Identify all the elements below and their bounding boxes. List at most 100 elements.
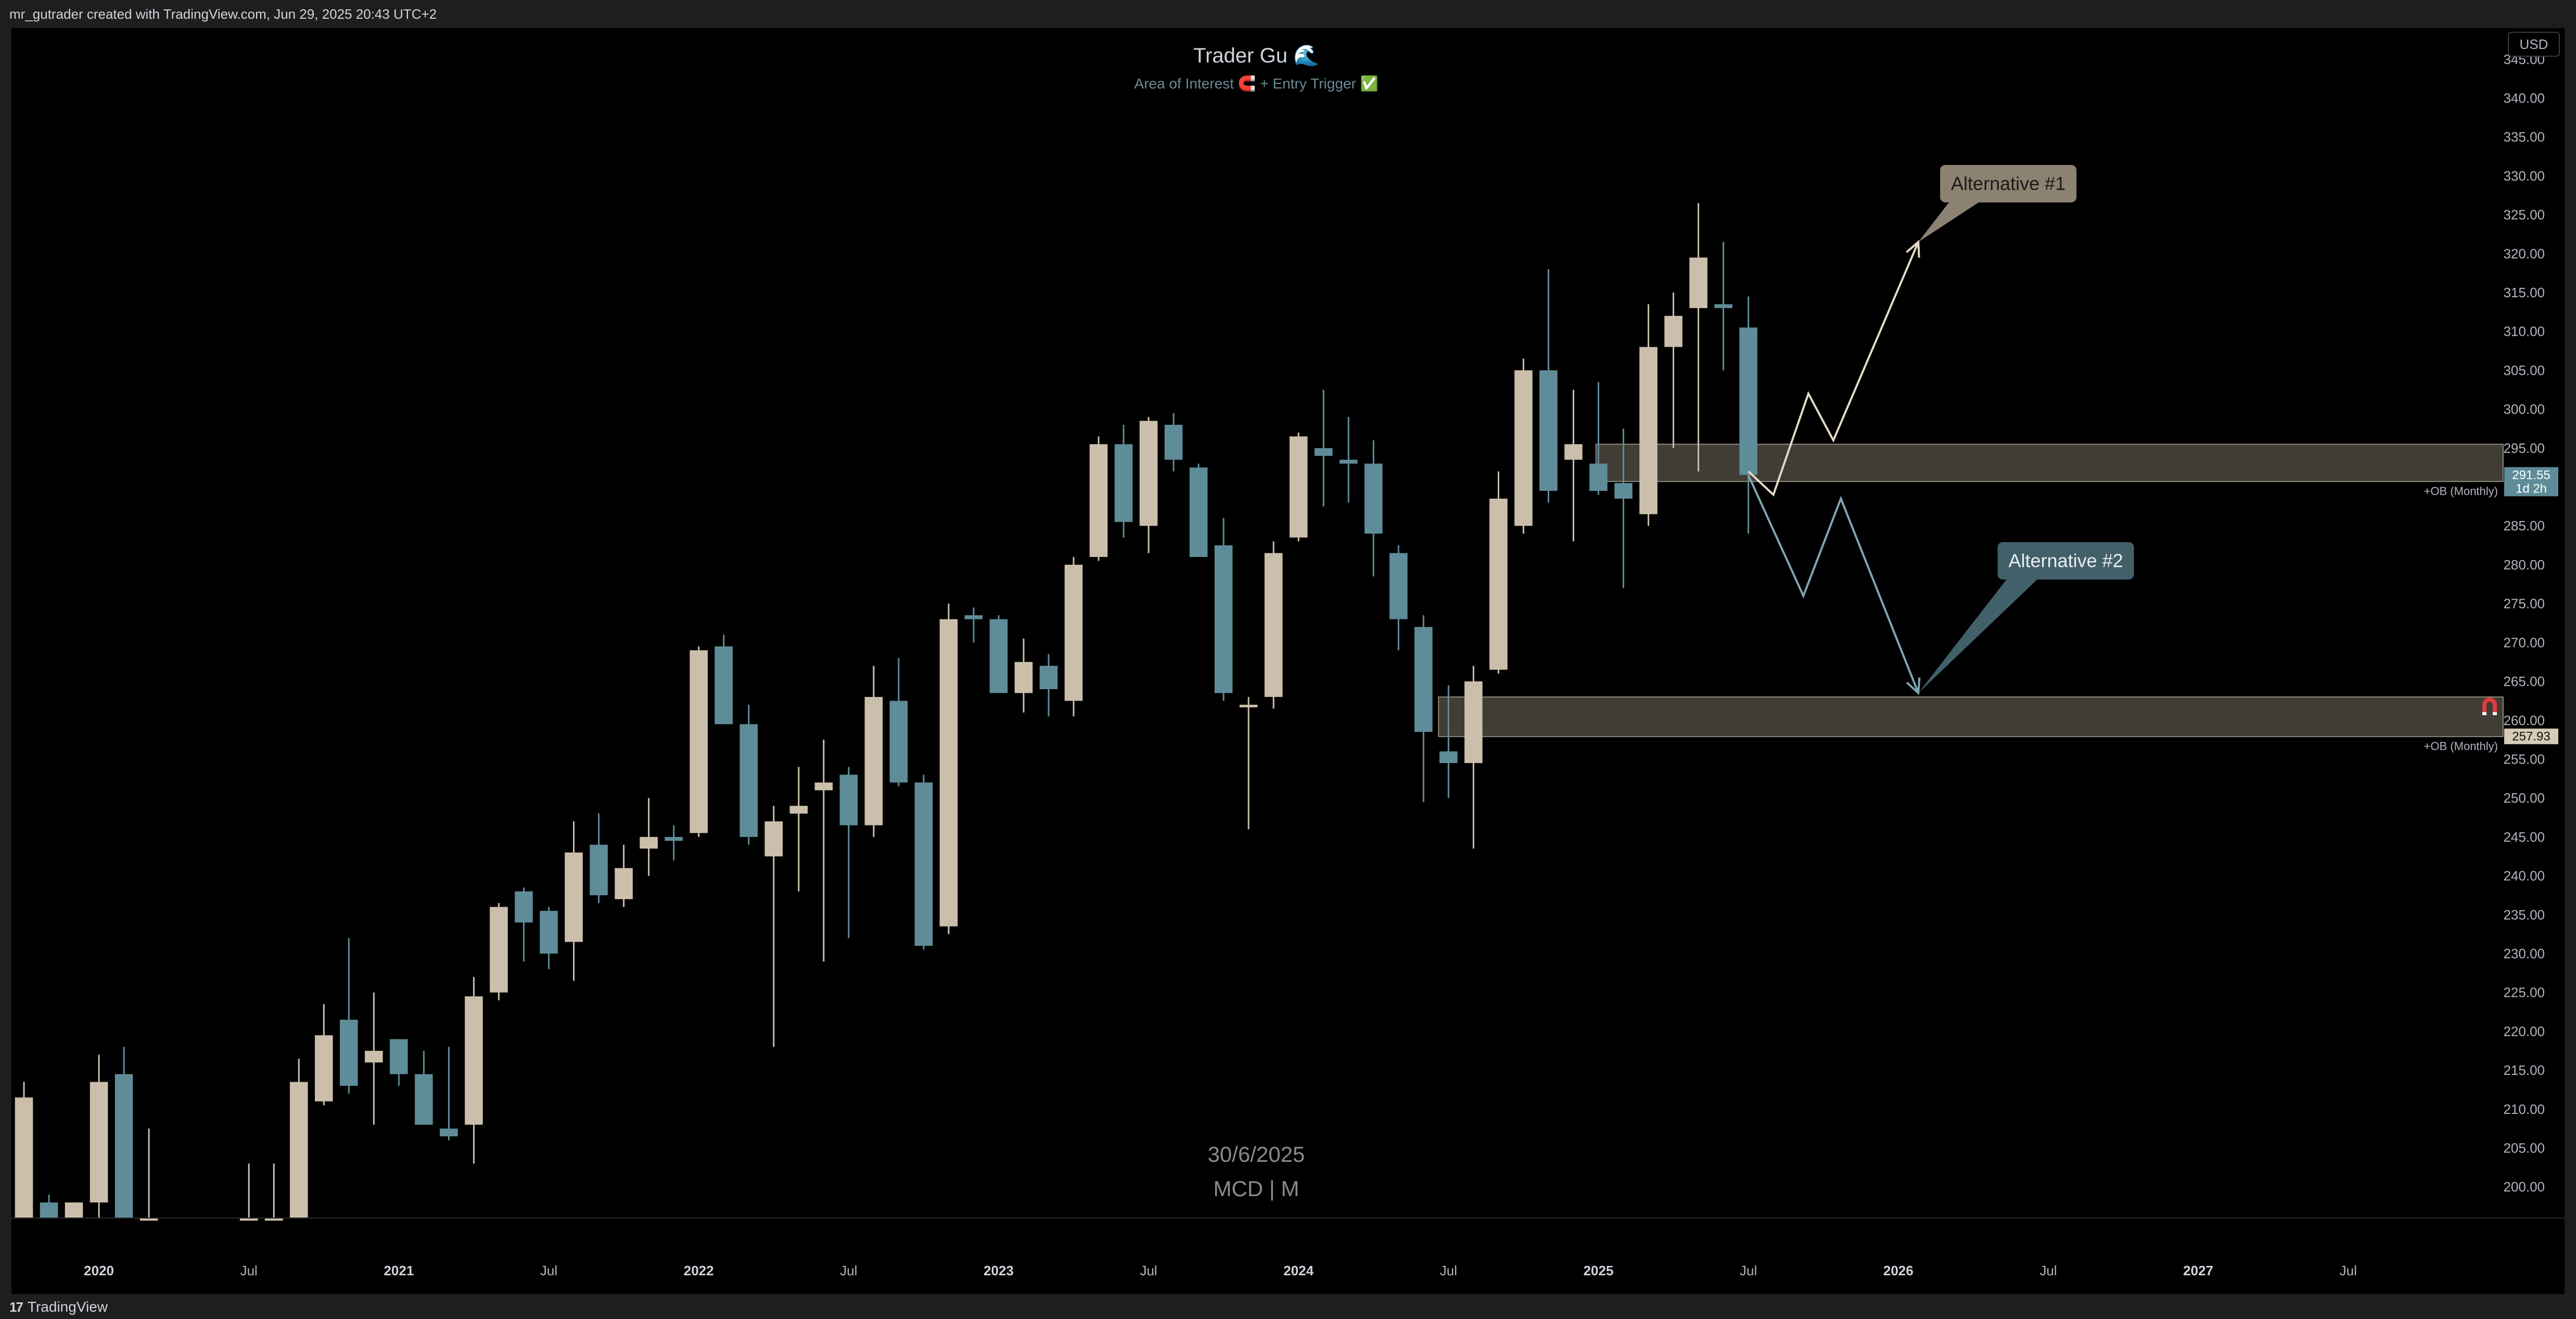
candles-layer <box>15 203 1757 1221</box>
bear-candle <box>1389 553 1408 619</box>
bull-candle <box>1064 564 1083 701</box>
bull-candle <box>465 996 483 1125</box>
time-tick-label: Jul <box>2039 1263 2057 1278</box>
bottom-bar: 17 TradingView <box>0 1294 2576 1319</box>
bear-candle <box>1614 483 1633 499</box>
bull-candle <box>15 1097 33 1218</box>
time-tick-label: Jul <box>1440 1263 1457 1278</box>
bear-candle <box>1739 327 1757 475</box>
callout-box <box>1940 164 2077 202</box>
bear-candle <box>964 615 983 619</box>
bull-candle <box>239 1218 258 1221</box>
price-tag-value: 257.93 <box>2512 730 2550 744</box>
currency-label: USD <box>2520 36 2548 52</box>
order-block-zone <box>1595 443 2504 483</box>
price-tick-label: 230.00 <box>2503 946 2545 961</box>
bear-candle <box>1314 448 1333 456</box>
bull-candle <box>490 907 508 993</box>
bull-candle <box>1689 257 1707 308</box>
price-tag-box <box>2504 467 2558 497</box>
bear-candle <box>1539 370 1558 491</box>
time-tick-label: 2022 <box>684 1263 714 1278</box>
bull-candle <box>1639 347 1657 514</box>
bull-candle <box>315 1035 333 1101</box>
price-tick-label: 320.00 <box>2503 246 2545 261</box>
time-tick-label: Jul <box>240 1263 258 1278</box>
bull-candle <box>90 1082 108 1203</box>
price-tick-label: 285.00 <box>2503 518 2545 534</box>
price-tag-value: 291.55 <box>2512 468 2550 482</box>
bear-candle <box>415 1074 433 1125</box>
price-tick-label: 215.00 <box>2503 1062 2545 1078</box>
bull-candle <box>1514 370 1533 526</box>
price-tick-label: 210.00 <box>2503 1101 2545 1117</box>
bear-candle <box>1589 463 1608 491</box>
tradingview-brand: TradingView <box>27 1299 108 1315</box>
bear-candle <box>390 1039 408 1074</box>
price-tick-label: 305.00 <box>2503 362 2545 378</box>
projection-path <box>1747 475 1920 694</box>
callout-label: Alternative #1 <box>1951 173 2065 194</box>
callout-pointer <box>1918 577 2039 693</box>
price-tick-label: 330.00 <box>2503 168 2545 184</box>
projection-path <box>1748 242 1920 497</box>
bull-candle <box>939 619 958 927</box>
chart-area[interactable]: +OB (Monthly) +OB (Monthly) Alternative #… <box>11 28 2565 1294</box>
bear-candle <box>715 646 733 725</box>
time-tick-label: 2027 <box>2183 1263 2213 1278</box>
bull-candle <box>65 1202 83 1218</box>
price-tick-label: 340.00 <box>2503 90 2545 106</box>
zones-layer: +OB (Monthly) +OB (Monthly) <box>1438 443 2504 753</box>
order-block-zone <box>1438 696 2504 738</box>
bear-candle <box>1714 304 1732 308</box>
price-tick-label: 235.00 <box>2503 907 2545 922</box>
bull-candle <box>1564 444 1583 460</box>
time-tick-label: Jul <box>540 1263 557 1278</box>
time-tick-label: 2026 <box>1883 1263 1914 1278</box>
price-axis[interactable]: 345.00340.00335.00330.00325.00320.00315.… <box>2503 52 2558 1195</box>
bull-candle <box>690 650 708 833</box>
candlestick-chart[interactable]: +OB (Monthly) +OB (Monthly) Alternative #… <box>11 28 2565 1294</box>
time-tick-label: Jul <box>1740 1263 1757 1278</box>
bull-candle <box>814 782 833 791</box>
time-tick-label: 2020 <box>84 1263 114 1278</box>
bear-candle <box>1439 751 1458 763</box>
time-axis[interactable]: 2020 Jul 2021 Jul 2022 Jul 2023 Jul 2024 Jul 2025 J… <box>11 1217 2565 1278</box>
bear-candle <box>515 891 533 923</box>
price-tick-label: 335.00 <box>2503 129 2545 145</box>
bear-candle <box>1189 467 1208 557</box>
price-tick-label: 300.00 <box>2503 401 2545 417</box>
callout-box <box>1997 542 2134 580</box>
bear-candle <box>665 836 683 841</box>
price-tick-label: 265.00 <box>2503 674 2545 689</box>
price-tick-label: 225.00 <box>2503 985 2545 1000</box>
price-tick-label: 220.00 <box>2503 1023 2545 1039</box>
symbol-watermark: MCD | M <box>1214 1176 1299 1201</box>
bull-candle <box>1089 444 1108 557</box>
bull-candle <box>764 821 783 857</box>
price-tick-label: 325.00 <box>2503 207 2545 223</box>
time-tick-label: Jul <box>2340 1263 2357 1278</box>
bear-candle <box>440 1128 458 1137</box>
time-tick-label: 2023 <box>984 1263 1014 1278</box>
bear-candle <box>739 724 758 837</box>
bear-candle <box>540 910 558 954</box>
bull-candle <box>1139 421 1158 526</box>
zone-label: +OB (Monthly) <box>2424 485 2498 498</box>
time-tick-label: 2024 <box>1283 1263 1313 1278</box>
author-caption: mr_gutrader created with TradingView.com… <box>9 6 437 22</box>
bull-candle <box>789 806 808 814</box>
bull-candle <box>1464 681 1483 763</box>
bull-candle <box>1264 553 1283 697</box>
date-watermark: 30/6/2025 <box>1208 1142 1305 1166</box>
price-tick-label: 240.00 <box>2503 868 2545 884</box>
bear-candle <box>590 844 608 895</box>
callout-label: Alternative #2 <box>2009 550 2123 571</box>
bear-candle <box>40 1202 58 1218</box>
currency-button[interactable]: USD <box>2508 32 2560 57</box>
magnet-icon[interactable] <box>2482 697 2497 715</box>
bear-candle <box>889 701 908 783</box>
top-bar: mr_gutrader created with TradingView.com… <box>0 0 2576 28</box>
tradingview-logo[interactable]: 17 TradingView <box>9 1299 108 1315</box>
callout-pointer <box>1918 200 1982 242</box>
